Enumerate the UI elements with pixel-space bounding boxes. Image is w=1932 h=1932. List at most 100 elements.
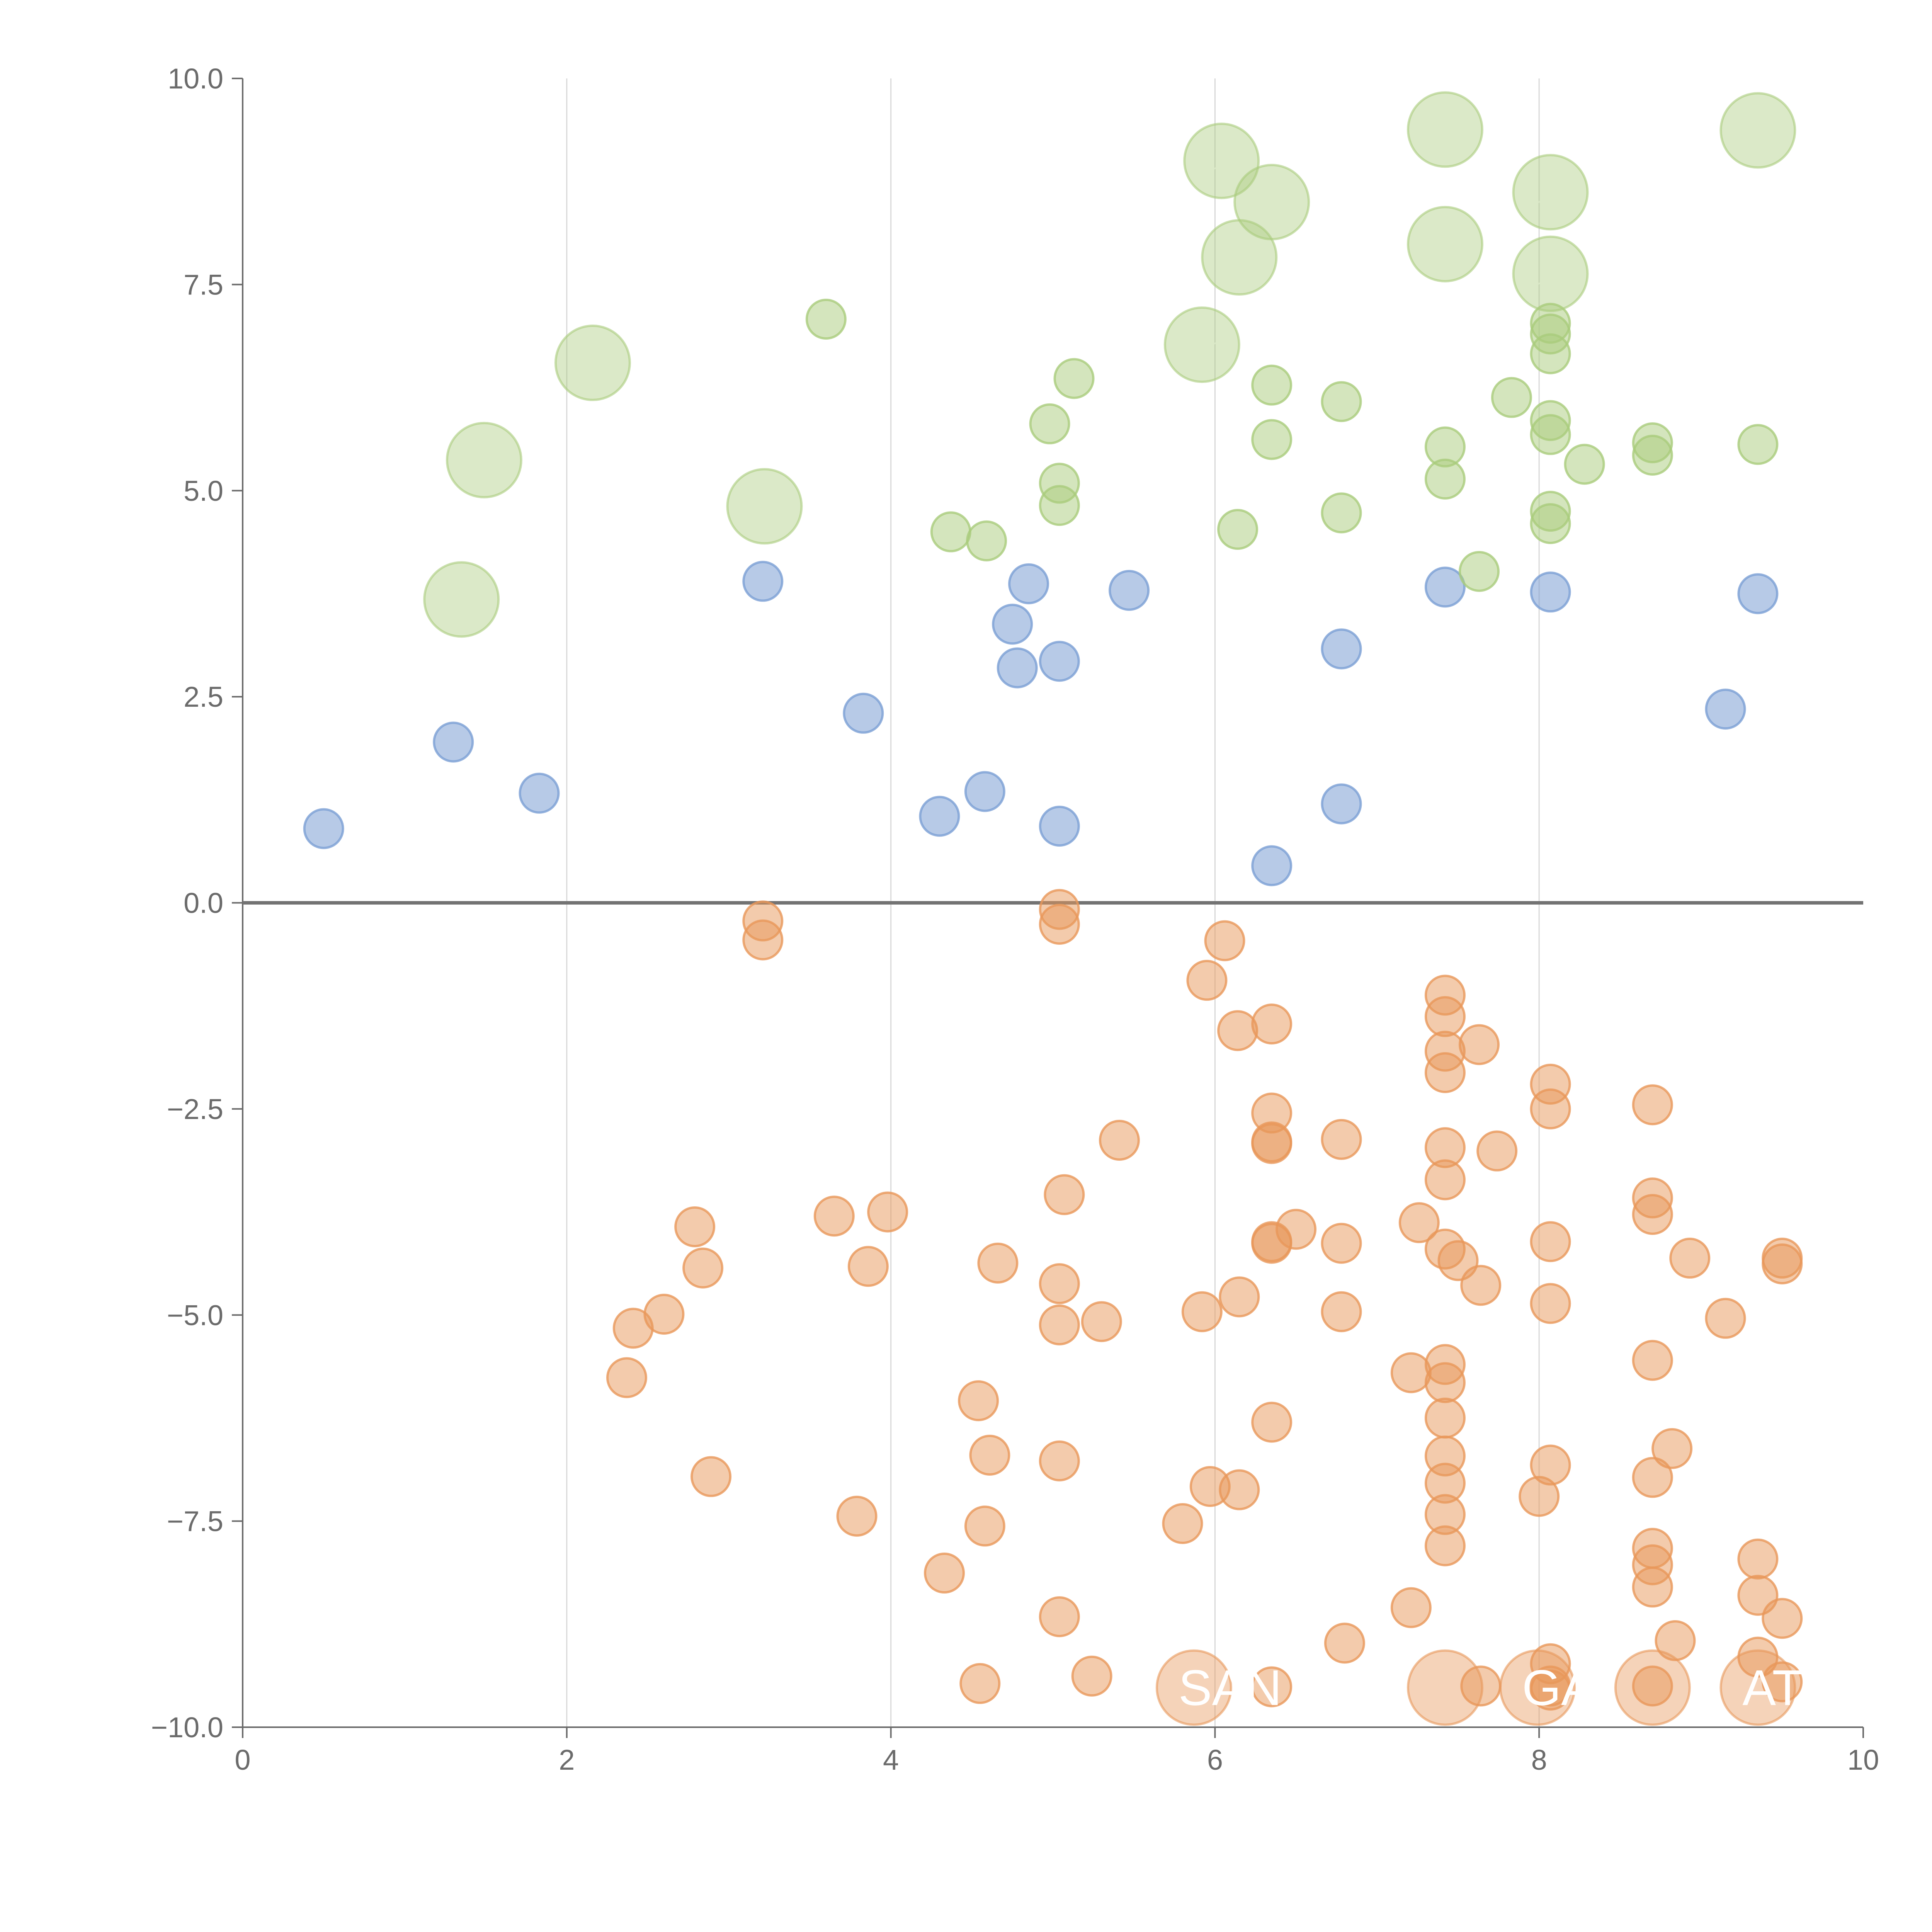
green-large-bubble [1406, 91, 1483, 168]
green-bubble [805, 298, 847, 340]
green-large-bubble [1719, 92, 1796, 169]
orange-bubble [969, 1434, 1010, 1476]
orange-bubble [1459, 1024, 1500, 1065]
green-bubble [1491, 377, 1532, 418]
blue-bubble [1737, 573, 1779, 614]
orange-bubble [1632, 1340, 1673, 1381]
orange-bubble [1321, 1223, 1362, 1264]
leader-line [748, 498, 792, 519]
orange-bubble [1530, 1221, 1571, 1262]
orange-bubble [742, 919, 784, 961]
orange-bubble [1219, 1276, 1260, 1318]
orange-bubble [847, 1246, 889, 1287]
y-tick-label: 10.0 [168, 63, 223, 95]
blue-bubble [1251, 845, 1293, 886]
orange-bubble [1390, 1587, 1432, 1628]
y-tick-label: −7.5 [167, 1505, 223, 1537]
orange-bubble [1217, 1010, 1259, 1051]
orange-bubble [924, 1553, 965, 1594]
x-tick-label: 2 [559, 1744, 575, 1776]
orange-bubble [1162, 1503, 1203, 1544]
green-large-bubble [1233, 164, 1310, 241]
orange-bubble [1071, 1655, 1112, 1697]
annotation-label: AT [1742, 1660, 1803, 1716]
y-tick-label: −5.0 [167, 1299, 223, 1331]
orange-bubble [1737, 1538, 1779, 1580]
orange-bubble [1039, 903, 1080, 945]
orange-bubble [867, 1191, 908, 1233]
green-large-bubble [446, 422, 522, 498]
orange-bubble [1321, 1119, 1362, 1160]
blue-bubble [742, 561, 784, 602]
x-tick-label: 8 [1531, 1744, 1547, 1776]
orange-bubble [1039, 1304, 1080, 1345]
leader-line [1256, 194, 1299, 214]
orange-bubble [1762, 1661, 1803, 1702]
y-tick-label: −10.0 [151, 1711, 223, 1743]
leader-line [1186, 336, 1230, 357]
annotation-labels: SAN GA AT [1179, 1660, 1803, 1716]
orange-bubble [1251, 1666, 1293, 1708]
blue-bubble [1530, 571, 1571, 613]
green-bubble [1039, 485, 1080, 526]
orange-bubble [1460, 1665, 1502, 1707]
leader-line [1429, 121, 1473, 142]
green-bubble [1251, 419, 1293, 460]
orange-bubble [682, 1247, 724, 1289]
orange-bubble [674, 1206, 716, 1247]
orange-bubble [1251, 1123, 1293, 1164]
green-large-bubble [1183, 122, 1260, 199]
green-large-bubble [423, 561, 500, 638]
green-bubble [1251, 364, 1293, 406]
orange-bubble [964, 1505, 1005, 1547]
x-tick-label: 10 [1847, 1744, 1879, 1776]
orange-bubble [1669, 1238, 1711, 1279]
orange-bubble [1476, 1130, 1518, 1172]
green-large-bubble [1163, 306, 1240, 383]
orange-bubble [1530, 1669, 1571, 1711]
orange-bubble [1039, 1263, 1080, 1304]
blue-bubble [433, 721, 474, 763]
annotation-label: GA [1522, 1660, 1595, 1716]
green-bubble [1424, 458, 1466, 500]
green-bubble [1459, 551, 1500, 592]
green-bubble [1530, 503, 1571, 544]
blue-bubble [1321, 628, 1362, 670]
orange-bubble [606, 1357, 647, 1398]
blue-bubble [997, 647, 1038, 689]
orange-bubble [1705, 1298, 1746, 1339]
orange-bubble [1099, 1119, 1140, 1161]
orange-bubble [958, 1380, 999, 1422]
orange-bubble [1324, 1622, 1365, 1664]
green-bubble [1737, 424, 1779, 465]
blue-bubble [843, 692, 884, 734]
orange-bubble [977, 1242, 1019, 1284]
orange-bubble [1424, 1362, 1466, 1403]
green-bubble [1530, 333, 1571, 374]
orange-bubble [690, 1456, 732, 1497]
leader-line [1206, 152, 1249, 173]
axes: 0 2 4 6 8 10 10.0 7.5 5.0 2.5 0.0 −2.5 −5.0 −7.5 −10.0 [151, 63, 1879, 1776]
orange-bubble [1762, 1598, 1803, 1639]
blue-bubble [1039, 806, 1080, 847]
blue-bubble [519, 772, 560, 814]
orange-bubble [1321, 1291, 1362, 1332]
green-bubble [1564, 444, 1605, 485]
orange-bubble [1632, 1457, 1673, 1498]
blue-bubble [964, 771, 1005, 812]
blue-bubble [303, 808, 344, 849]
leader-line [1534, 265, 1578, 286]
orange-bubble [1276, 1209, 1317, 1250]
green-bubble [1321, 492, 1362, 534]
leader-line [1742, 122, 1786, 143]
green-bubble [1530, 414, 1571, 455]
leader-line [1534, 184, 1578, 205]
green-bubble [1632, 435, 1673, 476]
green-bubble [966, 520, 1007, 561]
orange-bubble [1044, 1174, 1085, 1215]
leader-lines [446, 121, 1786, 612]
green-bubble [1029, 403, 1070, 444]
blue-bubble [1705, 689, 1746, 730]
